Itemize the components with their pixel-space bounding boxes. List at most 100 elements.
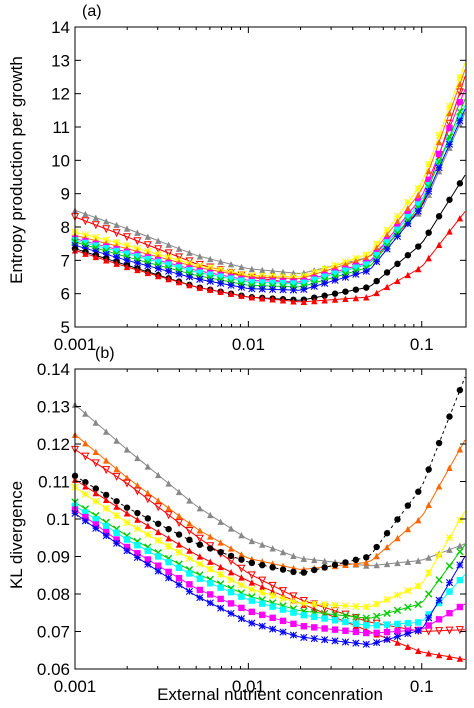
panel-1-series-1-marker — [134, 482, 141, 489]
panel-0-series-5-marker — [342, 267, 349, 274]
panel-0-series-9-marker — [82, 250, 89, 257]
panel-1-series-7-marker — [134, 541, 141, 549]
panel-0-series-0-marker — [269, 267, 276, 275]
panel-1-series-9-marker — [352, 639, 360, 647]
panel-1-y-tick-label: 0.1 — [46, 510, 70, 529]
panel-1-series-5-marker — [404, 587, 412, 595]
panel-0-series-7-marker — [269, 285, 277, 294]
panel-1-series-7-marker — [363, 622, 370, 629]
panel-1-series-8-marker — [103, 528, 110, 536]
panel-1-series-8-marker — [394, 628, 401, 635]
panel-1-series-6-marker — [383, 609, 391, 618]
panel-1-series-9-marker — [81, 517, 89, 525]
panel-1-series-9-marker — [362, 640, 370, 648]
panel-1-series-9-marker — [237, 615, 246, 623]
panel-0-series-2-marker — [393, 212, 402, 220]
panel-1-series-7-marker — [217, 584, 224, 591]
panel-0-series-5-marker — [331, 270, 339, 277]
panel-1-series-9-marker — [331, 637, 339, 645]
panel-1-series-5-marker — [352, 602, 360, 610]
panel-0-series-8-marker — [311, 294, 318, 301]
panel-1-series-0-marker — [155, 471, 162, 479]
panel-1-series-1-marker — [456, 446, 464, 453]
panel-0-series-7-marker — [81, 244, 89, 252]
panel-1-series-2-marker — [185, 527, 194, 536]
panel-1-series-7-marker — [248, 597, 256, 604]
panel-0-series-7-marker — [404, 220, 412, 228]
panel-0-series-0-marker — [259, 266, 266, 274]
panel-0-series-9-marker — [144, 269, 152, 277]
panel-1-series-3-marker — [103, 491, 110, 499]
panel-1-series-7-marker — [227, 588, 235, 596]
panel-1-series-4-marker — [175, 541, 183, 548]
panel-0-series-5-marker — [227, 275, 235, 282]
panel-1-series-2-marker — [247, 571, 256, 580]
panel-1-series-0-marker — [383, 560, 391, 568]
panel-1-series-0-marker — [82, 410, 89, 417]
panel-1-series-4-marker — [82, 483, 89, 490]
panel-1-series-0-marker — [207, 511, 214, 519]
panel-0-series-6-marker — [404, 216, 412, 225]
panel-1-series-0-marker — [134, 454, 141, 462]
panel-0-series-0-marker — [82, 210, 89, 218]
panel-1-series-3-marker — [186, 536, 193, 544]
panel-0-series-9-marker — [404, 271, 412, 279]
panel-1-series-0-marker — [175, 488, 183, 496]
panel-1-series-5-marker — [383, 595, 391, 604]
panel-0-y-tick-label: 8 — [61, 218, 70, 237]
panel-0-series-8-marker — [342, 288, 349, 295]
panel-1-series-3-marker — [415, 488, 422, 495]
panel-1-series-5-marker — [154, 536, 162, 545]
panel-1-series-3-marker — [352, 556, 360, 564]
panel-1-series-4-marker — [113, 503, 120, 510]
panel-0-series-8-marker — [352, 286, 360, 293]
panel-0-series-9-marker — [363, 294, 370, 301]
panel-0-series-0-marker — [103, 218, 110, 225]
panel-0-series-5-marker — [269, 279, 276, 286]
panel-0-series-7-marker — [206, 277, 214, 285]
panel-0-series-3-marker — [415, 191, 422, 198]
panel-1-series-8-marker — [435, 616, 443, 623]
panel-0-x-tick-label: 0.001 — [54, 335, 97, 354]
panel-1-series-1-marker — [415, 516, 422, 524]
panel-0-series-2-marker — [425, 160, 433, 168]
panel-1-series-1-marker — [144, 489, 152, 497]
panel-0-series-6-marker — [133, 256, 142, 264]
panel-0-series-7-marker — [310, 282, 318, 290]
panel-1-series-0-marker — [321, 557, 328, 565]
panel-0-series-group — [70, 62, 466, 305]
panel-1-series-9-marker — [92, 524, 100, 532]
panel-1-series-1-marker — [425, 501, 432, 508]
panel-0-series-9-line — [74, 211, 466, 303]
panel-1-series-1-marker — [196, 527, 204, 534]
panel-0-series-2-marker — [456, 73, 464, 81]
panel-1-series-4-line — [74, 479, 466, 660]
panel-1-series-5-marker — [206, 565, 214, 573]
panel-0-series-6-marker — [393, 229, 402, 237]
panel-1-series-9-marker — [404, 630, 412, 638]
panel-0-series-5-marker — [415, 201, 422, 208]
panel-0-series-5-marker — [165, 261, 172, 268]
panel-1-series-9-marker — [227, 609, 235, 617]
panel-1-series-2-marker — [237, 564, 246, 573]
panel-1-series-7-marker — [165, 558, 172, 566]
panel-1-series-3-marker — [425, 466, 432, 473]
panel-0-series-2-marker — [123, 241, 131, 249]
panel-0-series-0-marker — [207, 255, 214, 263]
panel-1-series-0-marker — [113, 437, 120, 444]
panel-0-series-5-marker — [321, 273, 328, 280]
panel-0-series-3-marker — [425, 167, 432, 175]
panel-1-series-1-marker — [123, 474, 131, 481]
panel-1-series-4-marker — [269, 588, 276, 595]
panel-1-series-2-marker — [175, 519, 184, 528]
panel-1-series-3-marker — [92, 485, 100, 492]
panel-1-series-7-marker — [259, 600, 266, 607]
panel-0-series-0-marker — [217, 258, 224, 265]
panel-1-series-9-marker — [414, 627, 422, 635]
panel-0-series-6-marker — [258, 282, 266, 290]
panel-1-series-6-marker — [404, 603, 412, 612]
panel-1-series-7-marker — [425, 611, 432, 618]
panel-0-series-6-marker — [310, 279, 318, 287]
panel-0-series-8-marker — [404, 251, 412, 259]
panel-1-series-2-marker — [299, 596, 308, 606]
